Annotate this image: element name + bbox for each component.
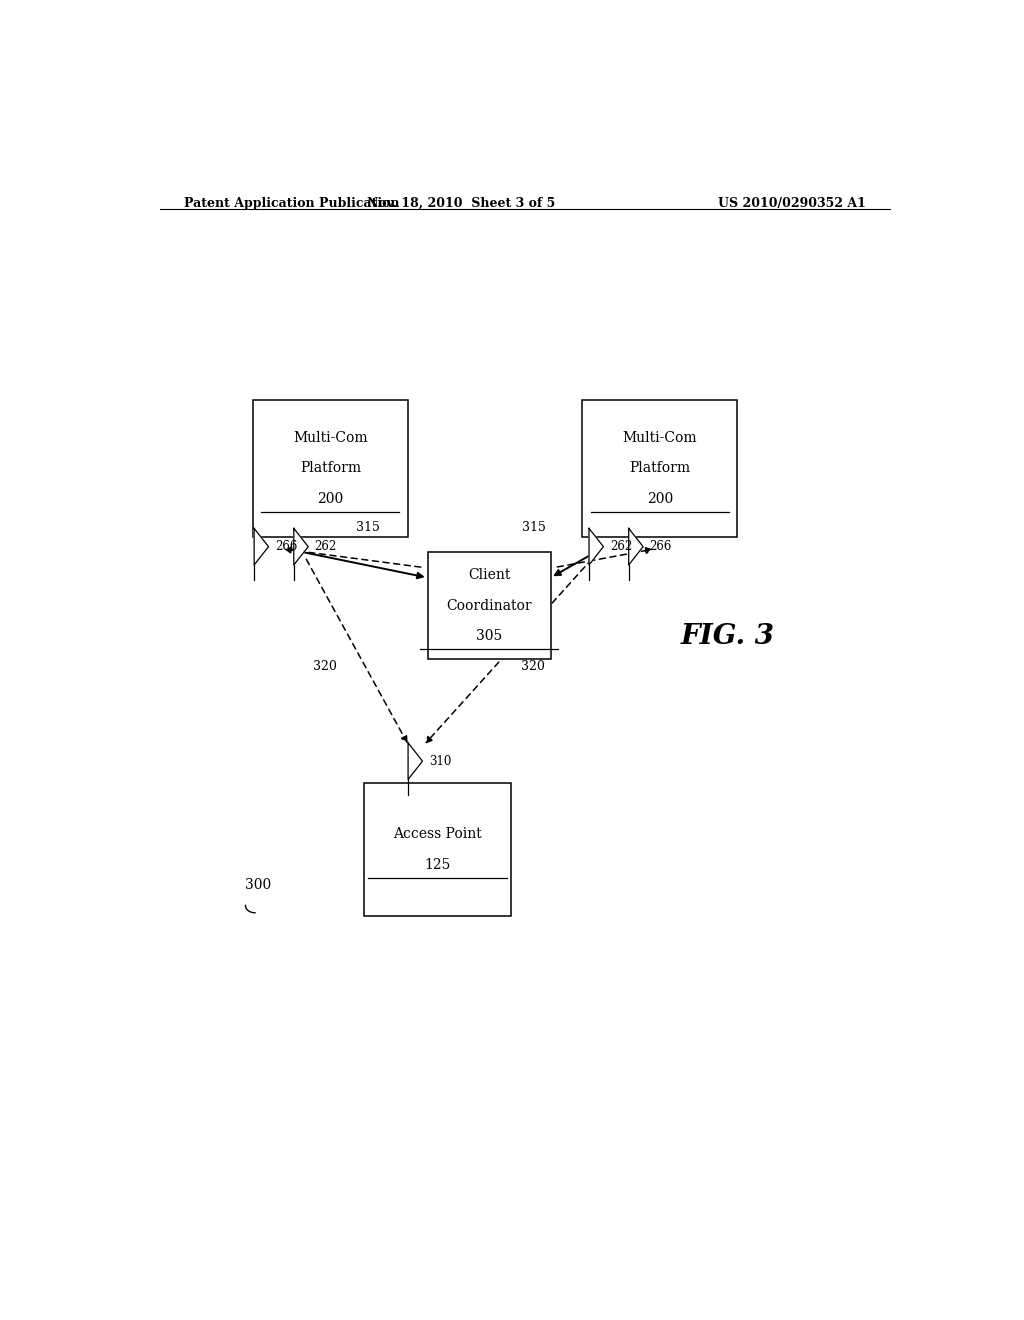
Text: Multi-Com: Multi-Com xyxy=(623,430,697,445)
Text: Platform: Platform xyxy=(300,462,360,475)
Bar xyxy=(253,400,408,537)
Text: Client: Client xyxy=(468,568,510,582)
Text: 320: 320 xyxy=(521,660,545,673)
Bar xyxy=(365,784,511,916)
Text: 200: 200 xyxy=(646,492,673,506)
Bar xyxy=(428,552,551,659)
Polygon shape xyxy=(254,528,268,565)
Text: 266: 266 xyxy=(649,540,672,553)
Text: Access Point: Access Point xyxy=(393,828,482,841)
Text: Patent Application Publication: Patent Application Publication xyxy=(183,197,399,210)
Text: 262: 262 xyxy=(609,540,632,553)
Polygon shape xyxy=(629,528,643,565)
Text: US 2010/0290352 A1: US 2010/0290352 A1 xyxy=(718,197,866,210)
Polygon shape xyxy=(294,528,308,565)
Text: Coordinator: Coordinator xyxy=(446,598,531,612)
Text: 266: 266 xyxy=(274,540,297,553)
Polygon shape xyxy=(589,528,603,565)
Text: Multi-Com: Multi-Com xyxy=(293,430,368,445)
Text: FIG. 3: FIG. 3 xyxy=(680,623,774,649)
Text: 125: 125 xyxy=(424,858,451,871)
Text: Platform: Platform xyxy=(629,462,690,475)
Text: 200: 200 xyxy=(317,492,343,506)
Text: 315: 315 xyxy=(522,521,546,533)
Text: 300: 300 xyxy=(246,878,271,892)
Text: 310: 310 xyxy=(429,755,452,768)
Text: 305: 305 xyxy=(476,630,502,643)
Polygon shape xyxy=(409,743,423,779)
Bar xyxy=(583,400,737,537)
Text: 320: 320 xyxy=(313,660,337,673)
Text: 262: 262 xyxy=(314,540,337,553)
Text: Nov. 18, 2010  Sheet 3 of 5: Nov. 18, 2010 Sheet 3 of 5 xyxy=(368,197,555,210)
Text: 315: 315 xyxy=(355,521,380,533)
